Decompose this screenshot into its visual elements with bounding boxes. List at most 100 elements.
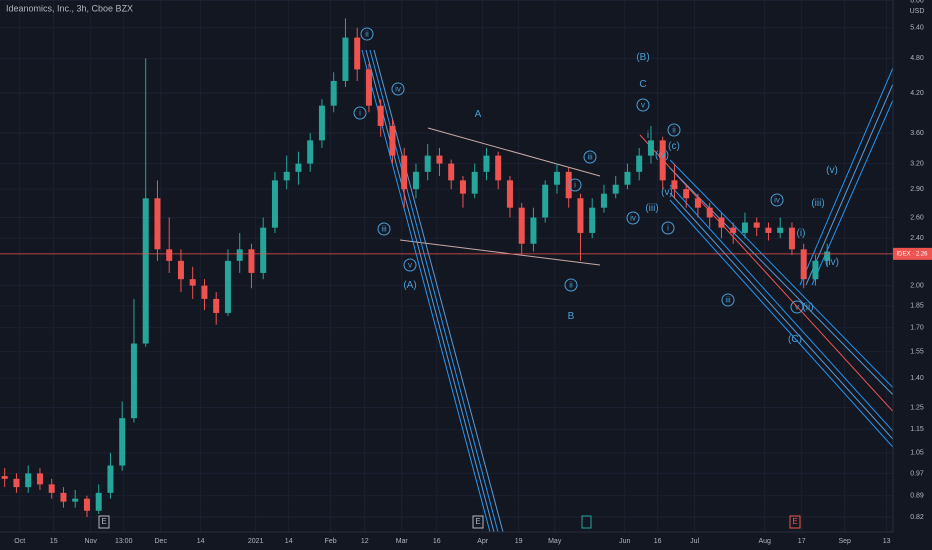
wave-circle bbox=[790, 300, 804, 314]
x-tick-label: 16 bbox=[433, 538, 441, 545]
x-tick-label: May bbox=[548, 538, 562, 545]
x-tick-label: Sep bbox=[838, 538, 851, 545]
y-tick-label: 0.82 bbox=[910, 514, 924, 521]
candle-body bbox=[683, 189, 690, 199]
y-tick-label: 0.97 bbox=[910, 470, 924, 477]
price-tag: IDEX · 2.26 bbox=[896, 251, 928, 257]
wave-circle bbox=[568, 178, 582, 192]
channel-line bbox=[639, 134, 911, 431]
candle-body bbox=[518, 207, 525, 244]
x-tick-label: Feb bbox=[325, 538, 337, 545]
candle-body bbox=[83, 498, 90, 511]
currency-label: USD bbox=[910, 8, 925, 15]
candle-body bbox=[354, 37, 361, 70]
y-tick-label: 2.00 bbox=[910, 282, 924, 289]
y-tick-label: 4.80 bbox=[910, 55, 924, 62]
candle-body bbox=[330, 80, 337, 106]
x-tick-label: 2021 bbox=[248, 538, 264, 545]
wave-circle bbox=[583, 150, 597, 164]
event-marker: E bbox=[101, 517, 106, 526]
y-tick-label: 5.40 bbox=[910, 25, 924, 32]
y-tick-label: 3.20 bbox=[910, 160, 924, 167]
candle-body bbox=[436, 155, 443, 164]
wave-circle bbox=[770, 193, 784, 207]
event-marker: E bbox=[475, 517, 480, 526]
x-tick-label: 14 bbox=[197, 538, 205, 545]
candle-body bbox=[412, 171, 419, 190]
x-tick-label: 19 bbox=[515, 538, 523, 545]
candle-body bbox=[530, 217, 537, 244]
wave-label: (i) bbox=[797, 228, 806, 239]
wave-label: i bbox=[647, 130, 649, 141]
candle-body bbox=[730, 227, 737, 233]
candle-body bbox=[260, 227, 267, 273]
wave-label: (A) bbox=[403, 280, 416, 291]
x-tick-label: Jun bbox=[619, 538, 630, 545]
channel-line bbox=[361, 49, 491, 533]
wave-circle bbox=[353, 106, 367, 120]
wave-label: C bbox=[639, 79, 646, 90]
x-tick-label: 13:00 bbox=[115, 538, 133, 545]
candles bbox=[1, 18, 831, 518]
wave-circle bbox=[721, 293, 735, 307]
chart-title: Ideanomics, Inc., 3h, Cboe BZX bbox=[6, 3, 133, 13]
x-tick-label: Aug bbox=[758, 538, 771, 545]
candle-body bbox=[471, 171, 478, 194]
trendline bbox=[399, 239, 601, 266]
candle-body bbox=[36, 473, 43, 485]
candle-body bbox=[166, 249, 173, 261]
candle-body bbox=[307, 140, 314, 164]
price-axis bbox=[893, 0, 932, 550]
channel-line bbox=[669, 199, 911, 467]
candle-body bbox=[495, 155, 502, 181]
candle-body bbox=[213, 298, 220, 313]
wave-label: ii bbox=[365, 30, 369, 39]
candle-body bbox=[694, 198, 701, 208]
wave-label: v bbox=[795, 303, 799, 312]
axes: 6.00 5.40 4.80 4.20 3.60 3.20 2.90 2.60 2.40 2.00… bbox=[14, 0, 932, 545]
candle-body bbox=[342, 37, 349, 81]
candle-body bbox=[542, 184, 549, 218]
wave-label: iii bbox=[587, 153, 593, 162]
x-tick-label: 15 bbox=[50, 538, 58, 545]
candle-body bbox=[201, 285, 208, 299]
wave-circle bbox=[377, 222, 391, 236]
candle-body bbox=[224, 260, 231, 313]
wave-label: (c) bbox=[668, 141, 680, 152]
wave-circle bbox=[636, 98, 650, 112]
wave-label: v bbox=[408, 261, 412, 270]
channel-line bbox=[669, 184, 911, 451]
candle-body bbox=[236, 249, 243, 261]
y-tick-label: 2.40 bbox=[910, 235, 924, 242]
candle-body bbox=[659, 140, 666, 181]
wave-label: (iv) bbox=[655, 150, 669, 161]
y-tick-label: 4.20 bbox=[910, 90, 924, 97]
channel-line bbox=[373, 49, 504, 533]
candle-body bbox=[706, 207, 713, 218]
candle-body bbox=[142, 198, 149, 344]
x-tick-label: 17 bbox=[798, 538, 806, 545]
wave-label: (C) bbox=[788, 334, 802, 345]
x-tick-label: Jul bbox=[690, 538, 699, 545]
candle-body bbox=[448, 163, 455, 181]
x-tick-label: 14 bbox=[285, 538, 293, 545]
y-tick-label: 2.60 bbox=[910, 214, 924, 221]
candle-body bbox=[13, 478, 20, 488]
candle-body bbox=[48, 484, 55, 493]
x-tick-label: 12 bbox=[361, 538, 369, 545]
y-tick-label: 1.55 bbox=[910, 349, 924, 356]
candle-body bbox=[1, 476, 8, 479]
wave-label: iv bbox=[630, 214, 636, 223]
wave-circle bbox=[564, 278, 578, 292]
candle-body bbox=[506, 180, 513, 208]
candle-body bbox=[401, 155, 408, 190]
wave-label: ii bbox=[672, 126, 676, 135]
wave-label: v bbox=[641, 101, 645, 110]
candle-body bbox=[718, 217, 725, 228]
candle-body bbox=[636, 155, 643, 172]
channel-line bbox=[799, 27, 911, 286]
x-tick-label: 16 bbox=[654, 538, 662, 545]
candle-body bbox=[800, 249, 807, 280]
candle-body bbox=[189, 279, 196, 286]
